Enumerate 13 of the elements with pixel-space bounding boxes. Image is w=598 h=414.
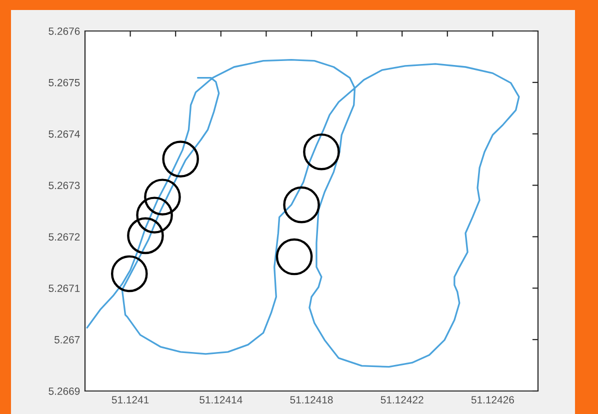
y-tick-label: 5.2671: [48, 284, 80, 292]
y-tick-label: 5.2673: [48, 182, 80, 190]
y-tick-label: 5.2669: [48, 388, 80, 395]
x-tick-label: 51.12422: [380, 396, 424, 404]
x-tick-label: 51.1241: [112, 396, 149, 404]
x-tick-label: 51.12414: [200, 396, 242, 404]
y-tick-label: 5.2675: [48, 78, 80, 86]
x-tick-label: 51.12418: [290, 396, 333, 404]
y-tick-label: 5.267: [54, 336, 80, 344]
y-tick-label: 5.2676: [48, 28, 80, 35]
y-tick-label: 5.2672: [48, 233, 80, 241]
x-tick-label: 51.12426: [471, 396, 514, 404]
y-tick-label: 5.2674: [48, 130, 80, 138]
